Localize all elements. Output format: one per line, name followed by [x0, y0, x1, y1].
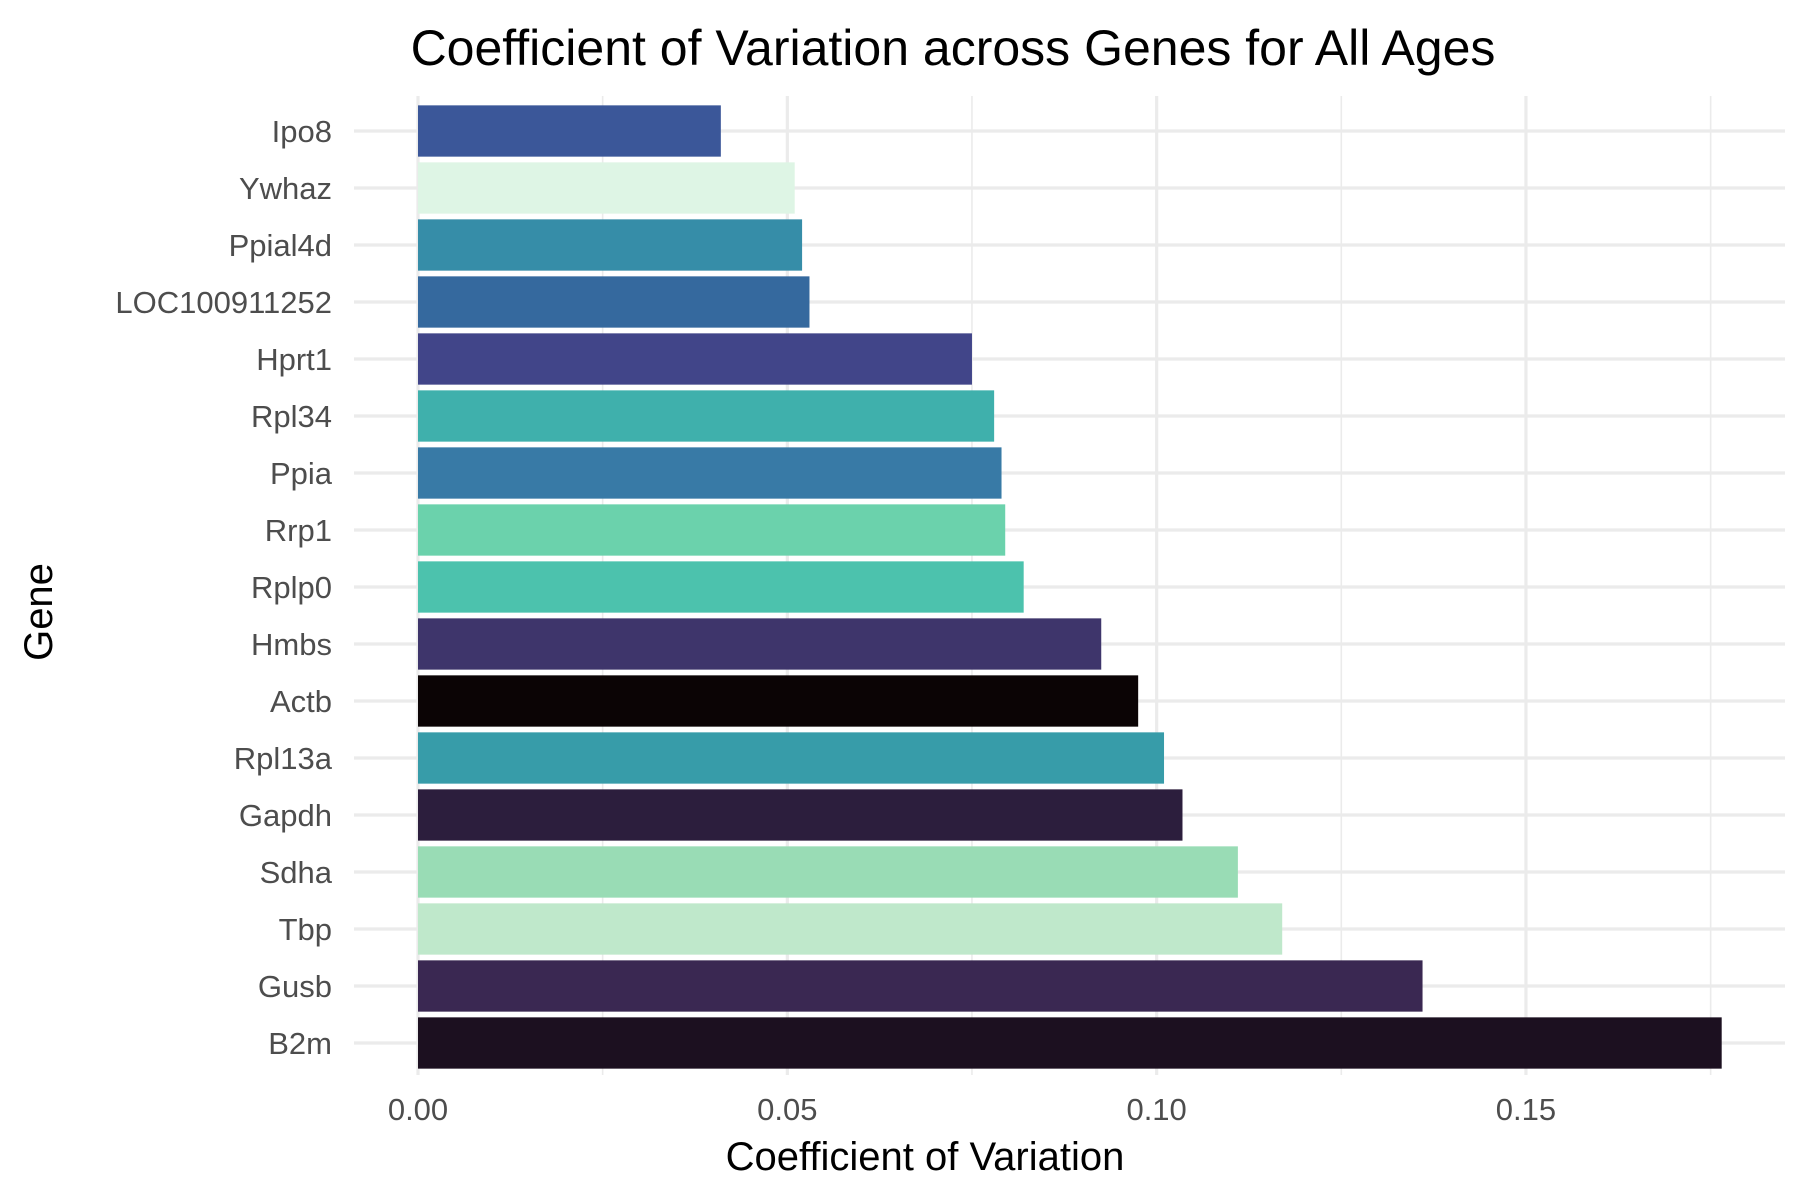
- y-tick-label: Actb: [270, 684, 332, 719]
- bar-gapdh: [418, 789, 1183, 841]
- y-tick-label: Rpl34: [251, 399, 332, 434]
- bar-rpl34: [418, 390, 995, 442]
- bar-ipo8: [418, 105, 721, 157]
- bar-rplp0: [418, 561, 1024, 613]
- y-tick-label: Gusb: [258, 969, 332, 1004]
- y-tick-label: Ywhaz: [239, 171, 332, 206]
- y-tick-label: Hmbs: [251, 627, 332, 662]
- x-axis-ticks: 0.00 0.05 0.10 0.15: [388, 1092, 1556, 1127]
- x-tick-label: 0.10: [1126, 1092, 1186, 1127]
- bar-hmbs: [418, 618, 1102, 670]
- y-tick-label: Rplp0: [251, 570, 332, 605]
- bar-ywhaz: [418, 162, 795, 214]
- x-tick-label: 0.00: [388, 1092, 448, 1127]
- x-axis-title: Coefficient of Variation: [726, 1135, 1125, 1179]
- y-tick-label: Tbp: [279, 912, 332, 947]
- bar-gusb: [418, 960, 1423, 1012]
- y-axis-ticks: Ipo8 Ywhaz Ppial4d LOC100911252 Hprt1 Rpl34 Pp…: [115, 114, 332, 1061]
- x-tick-label: 0.15: [1496, 1092, 1556, 1127]
- bar-tbp: [418, 903, 1283, 955]
- y-tick-label: Gapdh: [239, 798, 332, 833]
- y-tick-label: Ppia: [270, 456, 333, 491]
- x-tick-label: 0.05: [757, 1092, 817, 1127]
- y-tick-label: Ipo8: [272, 114, 332, 149]
- bar-hprt1: [418, 333, 972, 385]
- bar-actb: [418, 675, 1139, 727]
- y-tick-label: Hprt1: [256, 342, 332, 377]
- y-tick-label: Sdha: [260, 855, 333, 890]
- y-tick-label: Rrp1: [265, 513, 332, 548]
- bar-b2m: [418, 1017, 1722, 1069]
- chart-title: Coefficient of Variation across Genes fo…: [411, 20, 1496, 76]
- y-tick-label: LOC100911252: [115, 285, 332, 320]
- bars: [418, 105, 1722, 1069]
- y-tick-label: Ppial4d: [229, 228, 332, 263]
- bar-ppial4d: [418, 219, 803, 271]
- y-tick-label: B2m: [268, 1026, 332, 1061]
- bar-loc100911252: [418, 276, 810, 328]
- bar-ppia: [418, 447, 1002, 499]
- bar-sdha: [418, 846, 1238, 898]
- y-tick-label: Rpl13a: [234, 741, 333, 776]
- bar-rpl13a: [418, 732, 1165, 784]
- bar-rrp1: [418, 504, 1006, 556]
- y-axis-title: Gene: [17, 563, 61, 661]
